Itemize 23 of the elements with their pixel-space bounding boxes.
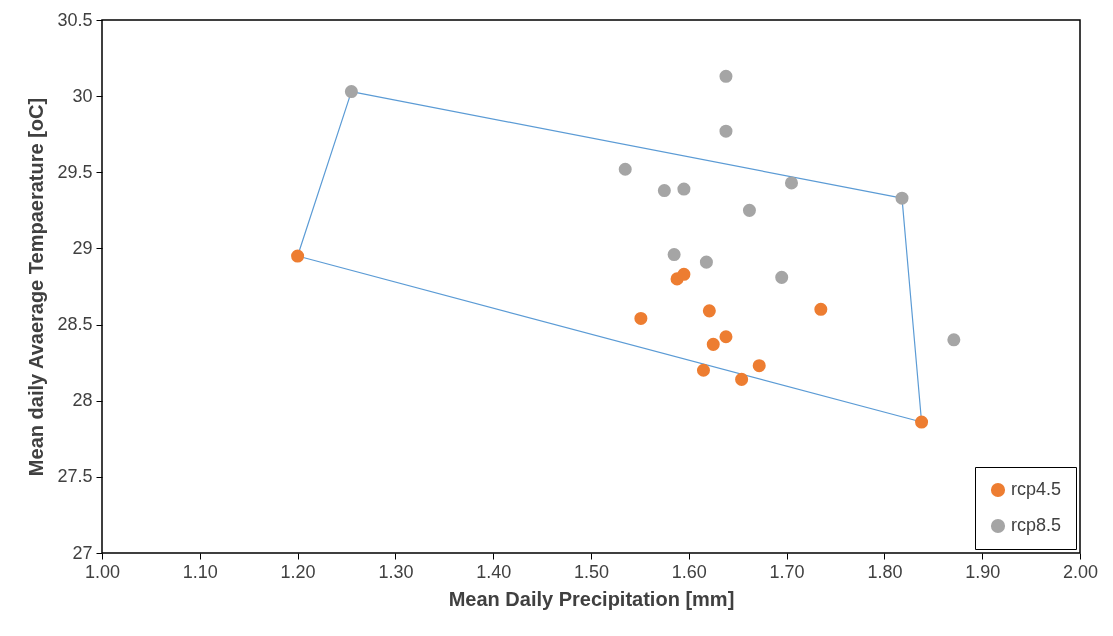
x-tick-label: 1.80 bbox=[867, 561, 903, 582]
x-tick-label: 1.60 bbox=[671, 561, 707, 582]
x-tick-label: 1.30 bbox=[378, 561, 414, 582]
legend-label: rcp8.5 bbox=[1011, 515, 1062, 535]
x-tick-label: 1.20 bbox=[280, 561, 316, 582]
x-tick-label: 1.70 bbox=[769, 561, 805, 582]
y-tick-label: 29.5 bbox=[57, 161, 93, 182]
x-tick-label: 1.40 bbox=[476, 561, 512, 582]
x-tick-label: 1.00 bbox=[84, 561, 121, 582]
x-tick-label: 1.10 bbox=[182, 561, 218, 582]
legend-label: rcp4.5 bbox=[1011, 479, 1062, 499]
x-tick-label: 2.00 bbox=[1062, 561, 1099, 582]
x-tick-label: 1.50 bbox=[573, 561, 610, 582]
x-axis-title: Mean Daily Precipitation [mm] bbox=[448, 587, 735, 610]
y-tick-label: 30 bbox=[72, 85, 93, 106]
y-tick-label: 27.5 bbox=[57, 466, 93, 487]
y-tick-label: 28.5 bbox=[57, 314, 93, 335]
y-tick-label: 27 bbox=[72, 542, 93, 563]
y-tick-label: 28 bbox=[72, 390, 93, 411]
y-tick-label: 30.5 bbox=[57, 9, 93, 30]
x-tick-label: 1.90 bbox=[965, 561, 1001, 582]
y-tick-label: 29 bbox=[72, 237, 93, 258]
y-axis-title: Mean daily Avaerage Tempaerature [oC] bbox=[25, 97, 48, 477]
